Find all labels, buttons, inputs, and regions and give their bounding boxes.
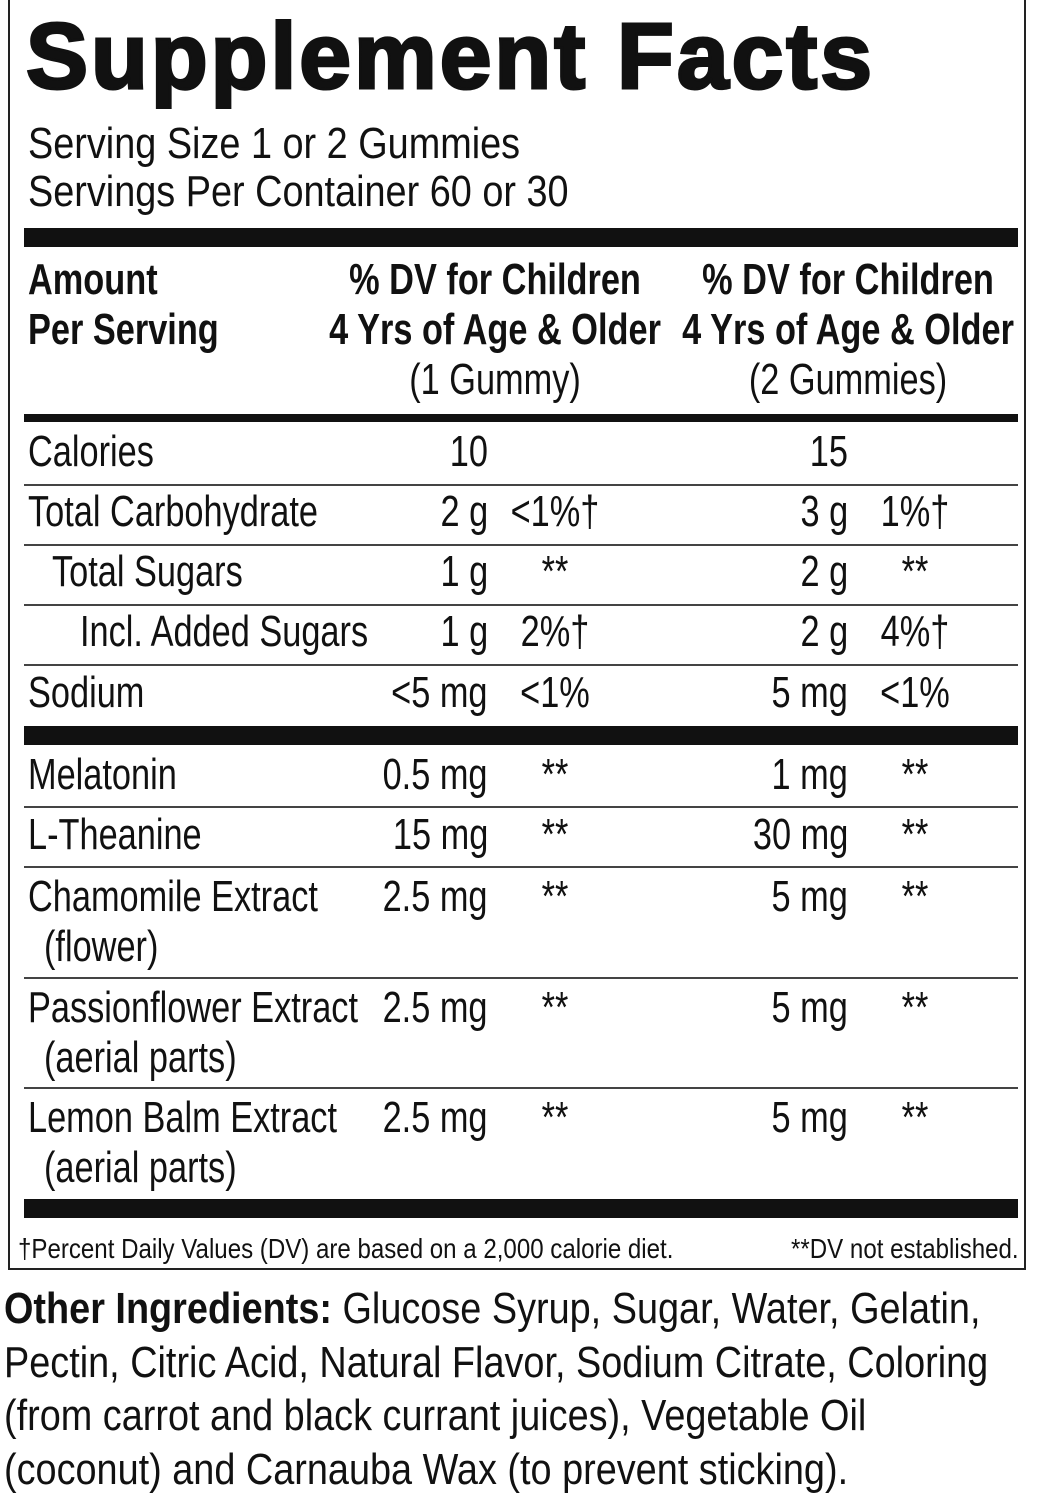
daily-value: ** <box>541 872 569 921</box>
footnote: †Percent Daily Values (DV) are based on … <box>18 1233 674 1264</box>
row-divider <box>24 544 1018 546</box>
daily-value: 1%† <box>880 487 950 536</box>
amount: 15 <box>809 427 848 476</box>
amount: 2 g <box>800 547 848 596</box>
row-divider <box>24 604 1018 606</box>
amount: <5 mg <box>391 668 488 717</box>
header-column: (2 Gummies) <box>748 355 948 404</box>
header-column: (1 Gummy) <box>409 355 581 404</box>
nutrient-name: Melatonin <box>28 750 177 799</box>
daily-value: ** <box>901 872 929 921</box>
daily-value: <1% <box>880 668 950 717</box>
amount: 1 g <box>440 547 488 596</box>
divider <box>24 1199 1018 1218</box>
nutrient-part: (aerial parts) <box>44 1033 237 1082</box>
amount: 0.5 mg <box>383 750 488 799</box>
nutrient-name: Calories <box>28 427 154 476</box>
header-column: % DV for Children <box>349 255 641 304</box>
row-divider <box>24 977 1018 979</box>
daily-value: ** <box>541 750 569 799</box>
daily-value: <1%† <box>510 487 600 536</box>
daily-value: ** <box>901 1093 929 1142</box>
amount: 5 mg <box>771 983 848 1032</box>
divider <box>24 228 1018 247</box>
amount: 2 g <box>440 487 488 536</box>
nutrient-name: Chamomile Extract <box>28 872 318 921</box>
amount: 1 g <box>440 607 488 656</box>
amount: 5 mg <box>771 872 848 921</box>
amount: 2.5 mg <box>383 1093 488 1142</box>
serving-size: Serving Size 1 or 2 Gummies <box>28 119 521 168</box>
nutrient-part: (flower) <box>44 922 159 971</box>
row-divider <box>24 664 1018 666</box>
row-divider <box>24 1087 1018 1089</box>
daily-value: ** <box>901 750 929 799</box>
servings-per-container: Servings Per Container 60 or 30 <box>28 167 569 216</box>
header-column: 4 Yrs of Age & Older <box>329 305 661 354</box>
header-column: % DV for Children <box>702 255 994 304</box>
daily-value: ** <box>541 983 569 1032</box>
row-divider <box>24 866 1018 868</box>
amount: 2.5 mg <box>383 872 488 921</box>
amount: 30 mg <box>752 810 848 859</box>
daily-value: ** <box>901 547 929 596</box>
amount: 2.5 mg <box>383 983 488 1032</box>
ingredients-text: Glucose Syrup, Sugar, Water, Gelatin, Pe… <box>4 1284 989 1494</box>
daily-value: ** <box>541 1093 569 1142</box>
daily-value: ** <box>541 547 569 596</box>
daily-value: ** <box>901 983 929 1032</box>
amount: 15 mg <box>392 810 488 859</box>
ingredients-label: Other Ingredients: <box>4 1284 332 1333</box>
row-divider <box>24 484 1018 486</box>
title: Supplement Facts <box>25 4 875 108</box>
amount: 5 mg <box>771 668 848 717</box>
nutrient-part: (aerial parts) <box>44 1143 237 1192</box>
amount: 5 mg <box>771 1093 848 1142</box>
nutrient-name: Incl. Added Sugars <box>80 607 369 656</box>
nutrient-name: L-Theanine <box>28 810 202 859</box>
other-ingredients: Other Ingredients: Glucose Syrup, Sugar,… <box>4 1282 1032 1496</box>
nutrient-name: Lemon Balm Extract <box>28 1093 338 1142</box>
daily-value: 4%† <box>880 607 950 656</box>
daily-value: ** <box>901 810 929 859</box>
header-amount: Amount <box>28 255 158 304</box>
daily-value: ** <box>541 810 569 859</box>
nutrient-name: Total Sugars <box>52 547 243 596</box>
header-column: 4 Yrs of Age & Older <box>682 305 1014 354</box>
footnote: **DV not established. <box>791 1233 1019 1264</box>
amount: 2 g <box>800 607 848 656</box>
header-amount: Per Serving <box>28 305 219 354</box>
nutrient-name: Passionflower Extract <box>28 983 358 1032</box>
row-divider <box>24 806 1018 808</box>
nutrient-name: Total Carbohydrate <box>28 487 318 536</box>
amount: 3 g <box>800 487 848 536</box>
daily-value: <1% <box>520 668 590 717</box>
nutrient-name: Sodium <box>28 668 145 717</box>
divider <box>24 414 1018 422</box>
facts-box <box>8 0 1026 1270</box>
amount: 1 mg <box>771 750 848 799</box>
daily-value: 2%† <box>520 607 590 656</box>
amount: 10 <box>449 427 488 476</box>
divider <box>24 726 1018 745</box>
